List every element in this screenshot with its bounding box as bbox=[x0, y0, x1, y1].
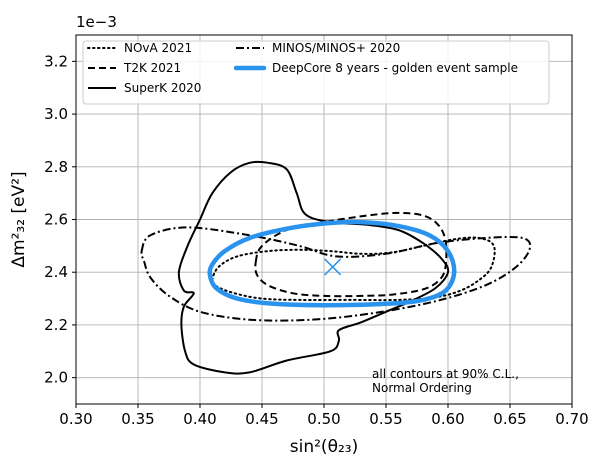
x-tick-label: 0.35 bbox=[121, 410, 154, 428]
x-tick-label: 0.65 bbox=[493, 410, 526, 428]
annotation: all contours at 90% C.L.,Normal Ordering bbox=[372, 367, 519, 395]
axis-ticks: 0.30 0.35 0.40 0.45 0.50 0.55 0.60 0.65 0.70 2.0 2… bbox=[44, 52, 589, 428]
legend: NOvA 2021 T2K 2021 SuperK 2020 MINOS/MINOS+… bbox=[82, 40, 550, 105]
y-tick-label: 2.6 bbox=[44, 211, 68, 229]
legend-label: DeepCore 8 years - golden event sample bbox=[272, 61, 518, 75]
contour-minos-minos-2020 bbox=[140, 226, 532, 322]
y-tick-label: 2.4 bbox=[44, 263, 68, 281]
x-tick-label: 0.40 bbox=[183, 410, 216, 428]
contour-nova-2021 bbox=[211, 236, 496, 302]
legend-label: SuperK 2020 bbox=[124, 81, 201, 95]
annotation-line: all contours at 90% C.L., bbox=[372, 367, 519, 381]
x-tick-label: 0.60 bbox=[431, 410, 464, 428]
y-tick-label: 2.2 bbox=[44, 316, 68, 334]
y-tick-label: 2.8 bbox=[44, 158, 68, 176]
y-tick-label: 3.2 bbox=[44, 52, 68, 70]
y-offset-label: 1e−3 bbox=[76, 13, 117, 31]
x-tick-label: 0.45 bbox=[245, 410, 278, 428]
best-fit-marker-group bbox=[324, 258, 342, 276]
x-axis-label: sin²(θ₂₃) bbox=[290, 437, 358, 457]
contour-series bbox=[140, 160, 532, 375]
contour-superk-2020 bbox=[177, 160, 450, 375]
legend-box bbox=[82, 40, 550, 105]
x-tick-label: 0.70 bbox=[555, 410, 588, 428]
best-fit-marker-stroke bbox=[324, 258, 342, 276]
x-tick-label: 0.50 bbox=[307, 410, 340, 428]
x-tick-label: 0.30 bbox=[59, 410, 92, 428]
y-axis-label: Δm²₃₂ [eV²] bbox=[9, 171, 29, 267]
annotation-line: Normal Ordering bbox=[372, 381, 472, 395]
legend-label: T2K 2021 bbox=[123, 61, 181, 75]
legend-label: MINOS/MINOS+ 2020 bbox=[272, 41, 400, 55]
contour-deepcore-8-years-golden-event-sample bbox=[207, 219, 457, 308]
y-tick-label: 2.0 bbox=[44, 369, 68, 387]
x-tick-label: 0.55 bbox=[369, 410, 402, 428]
contour-t2k-2021 bbox=[254, 211, 448, 298]
legend-label: NOvA 2021 bbox=[124, 41, 192, 55]
y-tick-label: 3.0 bbox=[44, 105, 68, 123]
